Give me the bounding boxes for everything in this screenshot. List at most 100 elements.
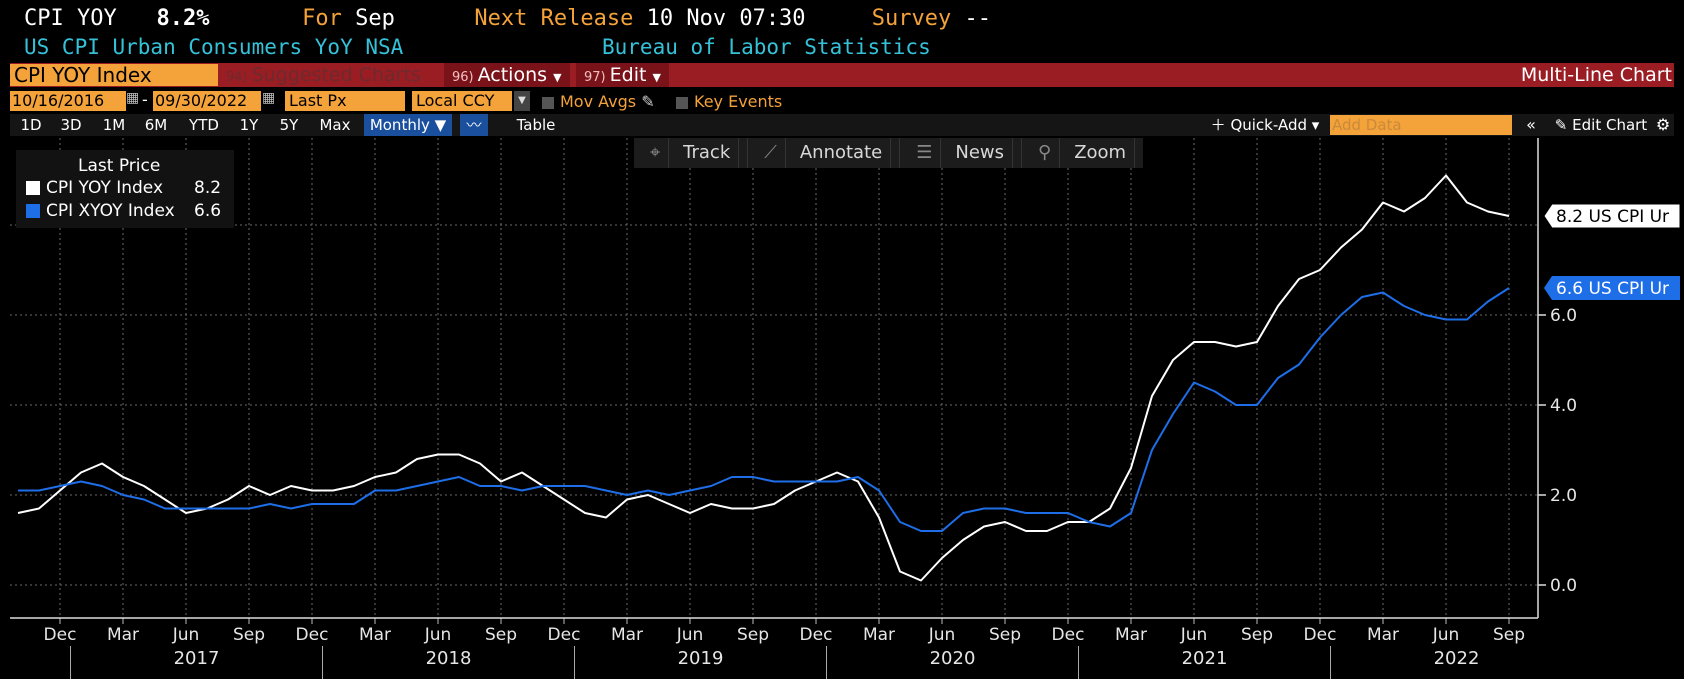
line-chart-icon[interactable]: 〰: [460, 114, 488, 136]
checkbox-icon[interactable]: [542, 96, 554, 109]
x-tick-label: Jun: [928, 625, 956, 645]
year-label: 2019: [678, 648, 724, 669]
add-data-input[interactable]: Add Data: [1330, 115, 1512, 135]
end-date-input[interactable]: 09/30/2022: [153, 91, 261, 111]
x-tick-label: Mar: [107, 625, 139, 645]
x-tick-label: Sep: [1241, 625, 1273, 645]
y-tick-label: 6.0: [1550, 306, 1577, 326]
x-tick-label: Sep: [989, 625, 1021, 645]
legend-title: Last Price: [78, 156, 161, 176]
last-value-badge-text: 8.2 US CPI Ur: [1556, 207, 1669, 227]
gridlines: [10, 138, 1538, 618]
last-value-badges: 8.2 US CPI Ur 6.6 US CPI Ur: [1543, 203, 1681, 300]
x-tick-label: Jun: [1432, 625, 1460, 645]
currency-select[interactable]: Local CCY: [412, 91, 512, 111]
period-1d[interactable]: 1D: [20, 116, 42, 134]
price-field-select[interactable]: Last Px: [285, 91, 405, 111]
command-bar: [10, 63, 1674, 87]
pencil-icon[interactable]: ✎: [641, 92, 655, 111]
x-tick-label: Mar: [863, 625, 895, 645]
legend-swatch: [26, 204, 40, 218]
period-5y[interactable]: 5Y: [279, 116, 299, 134]
period-1y[interactable]: 1Y: [239, 116, 259, 134]
survey-value: --: [964, 6, 992, 31]
x-tick-label: Dec: [44, 625, 77, 645]
ticker: CPI YOY: [24, 6, 117, 31]
series-line: [17, 174, 1510, 582]
year-label: 2017: [174, 648, 220, 669]
x-tick-label: Sep: [485, 625, 517, 645]
annotate-icon: ⟋: [756, 138, 786, 168]
x-tick-label: Jun: [172, 625, 200, 645]
y-tick-label: 4.0: [1550, 396, 1577, 416]
last-value-badge-text: 6.6 US CPI Ur: [1556, 279, 1669, 299]
for-label: For: [302, 6, 342, 31]
annotate-button[interactable]: ⟋ Annotate: [748, 138, 901, 168]
checkbox-icon[interactable]: [676, 96, 688, 109]
collapse-icon[interactable]: «: [1526, 115, 1536, 134]
edit-menu-button[interactable]: 97) Edit ▼: [576, 63, 669, 87]
track-button[interactable]: ⌖ Track: [634, 138, 749, 168]
next-release-label: Next Release: [474, 6, 634, 31]
last-value: 8.2%: [156, 6, 210, 31]
chart-type-label[interactable]: Multi-Line Chart: [1520, 64, 1672, 86]
key-events-toggle[interactable]: Key Events: [676, 92, 782, 111]
axes: Dec Mar Jun Sep Dec Mar Jun Sep Dec Mar Jun Sep Dec M…: [10, 138, 1577, 679]
period-6m[interactable]: 6M: [144, 116, 168, 134]
security-header: CPI YOY 8.2% For Sep Next Release 10 Nov…: [24, 6, 991, 31]
x-tick-label: Sep: [233, 625, 265, 645]
news-icon: ☰: [908, 138, 942, 168]
frequency-select[interactable]: Monthly ▼: [364, 114, 452, 136]
quick-add-button[interactable]: ＋ Quick-Add ▾: [1210, 116, 1320, 134]
chevron-down-icon[interactable]: ▼: [514, 91, 530, 111]
chart-tools: ⌖ Track ⟋ Annotate ☰ News ⚲ Zoom: [634, 138, 1144, 168]
x-tick-label: Jun: [424, 625, 452, 645]
security-subheader: US CPI Urban Consumers YoY NSA Bureau of…: [24, 35, 931, 59]
x-tick-label: Dec: [548, 625, 581, 645]
year-label: 2018: [426, 648, 472, 669]
period-1m[interactable]: 1M: [102, 116, 126, 134]
table-button[interactable]: Table: [516, 116, 556, 134]
period-ytd[interactable]: YTD: [189, 116, 219, 134]
description: US CPI Urban Consumers YoY NSA: [24, 35, 404, 59]
y-tick-label: 0.0: [1550, 576, 1577, 596]
series-lines: [17, 174, 1510, 582]
x-tick-label: Jun: [1180, 625, 1208, 645]
calendar-icon[interactable]: ▦: [262, 90, 276, 106]
security-input[interactable]: CPI YOY Index: [10, 64, 218, 86]
x-tick-label: Mar: [1367, 625, 1399, 645]
year-label: 2022: [1434, 648, 1480, 669]
x-tick-label: Dec: [296, 625, 329, 645]
start-date-input[interactable]: 10/16/2016: [10, 91, 126, 111]
year-label: 2021: [1182, 648, 1228, 669]
x-tick-label: Sep: [737, 625, 769, 645]
news-button[interactable]: ☰ News: [900, 138, 1023, 168]
x-tick-label: Jun: [676, 625, 704, 645]
survey-label: Survey: [871, 6, 952, 31]
x-tick-label: Mar: [611, 625, 643, 645]
edit-chart-button[interactable]: ✎ Edit Chart: [1554, 116, 1648, 134]
x-tick-label: Dec: [800, 625, 833, 645]
x-tick-label: Dec: [1304, 625, 1337, 645]
calendar-icon[interactable]: ▦: [126, 90, 140, 106]
suggested-charts-button[interactable]: 94) Suggested Charts: [226, 64, 421, 86]
legend-item[interactable]: CPI YOY Index 8.2: [26, 178, 221, 198]
zoom-button[interactable]: ⚲ Zoom: [1022, 138, 1143, 168]
last-value-badge: [1543, 203, 1681, 229]
last-value-badge: [1544, 276, 1680, 300]
zoom-icon: ⚲: [1030, 138, 1061, 168]
mov-avgs-toggle[interactable]: Mov Avgs ✎: [542, 92, 655, 111]
gear-icon[interactable]: ⚙: [1655, 115, 1671, 134]
series-line: [18, 287, 1510, 532]
crosshair-icon: ⌖: [642, 138, 670, 168]
legend-item[interactable]: CPI XYOY Index 6.6: [26, 201, 221, 221]
actions-menu-button[interactable]: 96) Actions ▼: [444, 63, 570, 87]
year-label: 2020: [930, 648, 976, 669]
chart-legend[interactable]: Last Price CPI YOY Index 8.2 CPI XYOY In…: [16, 150, 234, 228]
period-max[interactable]: Max: [319, 116, 351, 134]
source: Bureau of Labor Statistics: [602, 35, 931, 59]
next-release-value: 10 Nov 07:30: [646, 6, 806, 31]
period-3d[interactable]: 3D: [60, 116, 82, 134]
y-tick-label: 2.0: [1550, 486, 1577, 506]
